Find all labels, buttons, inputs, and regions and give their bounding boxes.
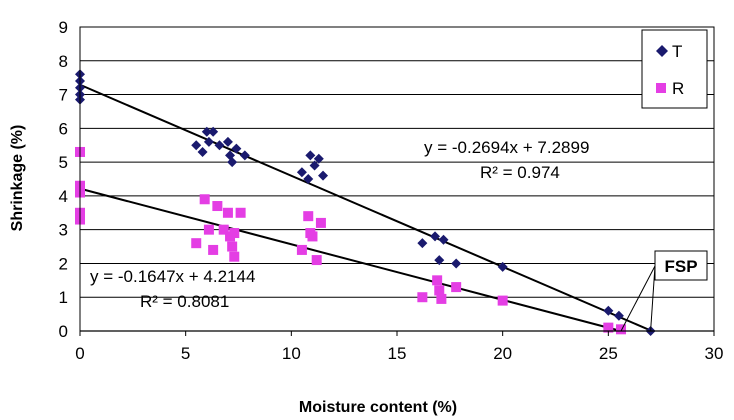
y-tick-label-9: 9 <box>59 18 68 37</box>
point-r-8 <box>208 244 219 255</box>
legend-label-t: T <box>672 42 682 61</box>
x-tick-label-5: 5 <box>181 344 190 363</box>
equation-r: y = -0.1647x + 4.2144 <box>90 267 255 286</box>
point-t-13 <box>227 157 238 168</box>
point-r-24 <box>432 275 443 286</box>
point-t-26 <box>451 258 462 269</box>
point-t-28 <box>603 305 614 316</box>
y-tick-label-2: 2 <box>59 254 68 273</box>
point-r-29 <box>603 322 614 333</box>
legend-label-r: R <box>672 79 684 98</box>
point-r-15 <box>218 224 229 235</box>
point-t-29 <box>613 310 624 321</box>
point-r-10 <box>222 207 233 218</box>
x-axis-title: Moisture content (%) <box>299 399 457 416</box>
legend: T R <box>641 29 708 109</box>
point-r-17 <box>296 244 307 255</box>
x-tick-label-15: 15 <box>388 344 407 363</box>
point-r-30 <box>616 324 627 335</box>
point-r-13 <box>229 251 240 262</box>
fsp-leader-0 <box>620 265 656 332</box>
r2-t: R² = 0.974 <box>480 163 560 182</box>
y-tick-label-7: 7 <box>59 86 68 105</box>
fsp-box <box>654 250 708 281</box>
point-r-21 <box>315 217 326 228</box>
y-tick-label-0: 0 <box>59 322 68 341</box>
point-r-6 <box>199 194 210 205</box>
y-tick-label-3: 3 <box>59 221 68 240</box>
gridlines <box>80 26 714 298</box>
y-tick-label-5: 5 <box>59 153 68 172</box>
point-t-21 <box>318 170 329 181</box>
tick-labels: 0 1 2 3 4 5 6 7 8 9 0 5 10 15 20 25 30 <box>59 18 724 363</box>
point-r-28 <box>497 295 508 306</box>
point-t-22 <box>417 238 428 249</box>
fsp-leader-1 <box>650 265 656 332</box>
point-r-5 <box>191 238 202 249</box>
point-t-25 <box>438 234 449 245</box>
point-t-8 <box>203 136 214 147</box>
point-r-14 <box>235 207 246 218</box>
point-t-19 <box>309 160 320 171</box>
trendlines <box>79 83 653 332</box>
y-tick-label-6: 6 <box>59 119 68 138</box>
point-t-7 <box>201 126 212 137</box>
fsp-label: FSP <box>664 257 697 276</box>
point-t-14 <box>231 143 242 154</box>
y-tick-label-1: 1 <box>59 288 68 307</box>
equation-t: y = -0.2694x + 7.2899 <box>424 138 589 157</box>
point-r-23 <box>417 292 428 303</box>
point-t-17 <box>303 174 314 184</box>
x-tick-label-10: 10 <box>282 344 301 363</box>
point-r-27 <box>451 282 462 293</box>
point-t-15 <box>239 150 250 161</box>
y-tick-label-4: 4 <box>59 187 68 206</box>
r2-r: R² = 0.8081 <box>140 292 229 311</box>
point-t-23 <box>430 231 441 242</box>
point-t-10 <box>214 140 225 151</box>
legend-marker-r <box>656 83 666 93</box>
point-t-27 <box>497 261 508 272</box>
point-r-22 <box>305 228 316 239</box>
axes <box>79 26 715 336</box>
fsp-callout: FSP <box>620 250 708 332</box>
x-tick-label-0: 0 <box>75 344 84 363</box>
x-tick-label-30: 30 <box>705 344 724 363</box>
trendline-t <box>79 83 653 332</box>
x-tick-label-20: 20 <box>493 344 512 363</box>
point-t-6 <box>197 146 208 157</box>
fsp-leaders <box>620 265 656 332</box>
point-r-9 <box>212 201 223 212</box>
point-t-16 <box>296 167 307 178</box>
y-axis-title: Shrinkage (%) <box>9 125 26 232</box>
legend-box <box>641 29 708 109</box>
point-t-20 <box>313 153 324 164</box>
x-tick-label-25: 25 <box>599 344 618 363</box>
point-r-16 <box>229 228 240 239</box>
point-r-18 <box>303 211 314 222</box>
legend-marker-t <box>656 45 668 57</box>
point-r-12 <box>227 241 238 252</box>
point-t-5 <box>191 140 202 151</box>
point-t-11 <box>222 136 233 147</box>
point-t-18 <box>305 150 316 161</box>
point-r-20 <box>311 255 322 266</box>
point-r-25 <box>434 285 445 296</box>
point-t-24 <box>434 255 445 266</box>
point-r-26 <box>436 293 447 304</box>
point-t-9 <box>208 126 219 137</box>
point-r-7 <box>203 224 214 235</box>
y-tick-label-8: 8 <box>59 52 68 71</box>
trendline-r <box>79 187 622 332</box>
